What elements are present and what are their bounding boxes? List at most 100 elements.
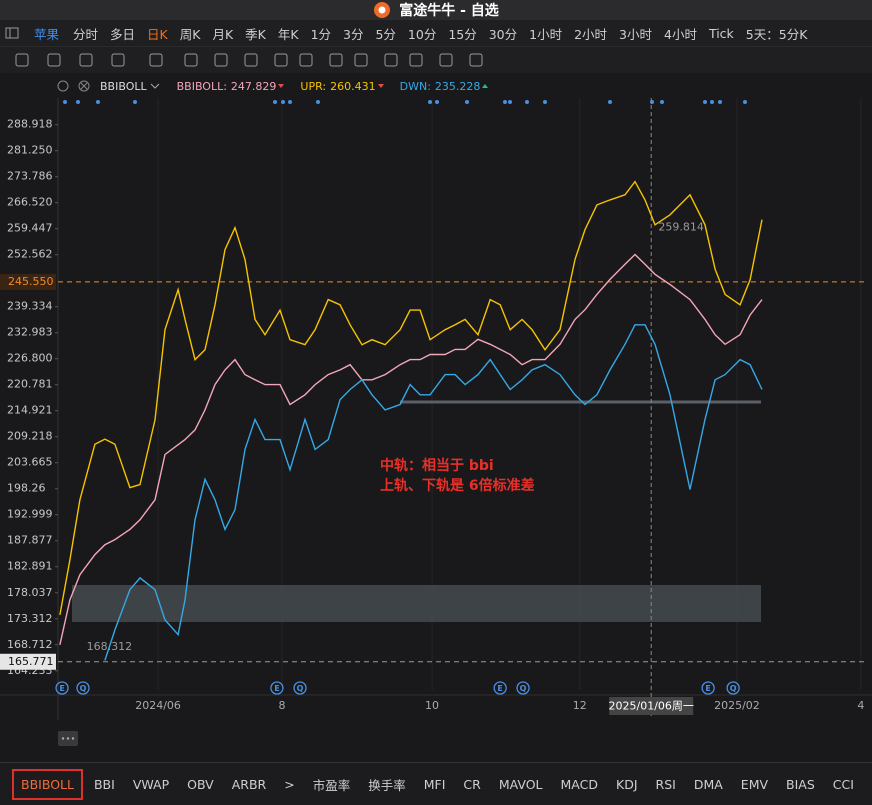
- indicator-tab[interactable]: CCI: [832, 777, 854, 792]
- drawing-toolbar: [0, 46, 872, 73]
- crosshair-label: 2025/01/06周一: [609, 700, 694, 713]
- indicator-tab[interactable]: DMI: [865, 771, 872, 798]
- period-tab[interactable]: 日K: [147, 26, 168, 42]
- period-toolbar: 苹果 分时 多日 日K 周K 月K 季K 年K 1分 3分 5分 10分 15分 30分 1小时 2小时 3小…: [0, 20, 872, 46]
- period-tab[interactable]: 年K: [277, 26, 299, 42]
- dropdown-caret[interactable]: [147, 81, 163, 91]
- event-marker: [76, 681, 90, 695]
- period-tab[interactable]: Tick: [708, 25, 734, 41]
- event-label: Q: [730, 684, 737, 693]
- period-tab[interactable]: 季K: [245, 26, 266, 42]
- drawn-box: [72, 585, 761, 622]
- period-tab[interactable]: 分时: [73, 26, 99, 42]
- sidebar-toggle[interactable]: [4, 26, 22, 40]
- more-dot: [71, 737, 75, 740]
- x-tick-label: 2025/02: [714, 699, 760, 712]
- tool-icon: [214, 53, 228, 67]
- y-tick-label: 182.891: [7, 560, 53, 573]
- band-line: [59, 180, 763, 616]
- event-label: E: [705, 684, 710, 693]
- tool-icon: [111, 53, 125, 67]
- period-tab[interactable]: 周K: [179, 26, 201, 42]
- event-marker: [270, 681, 284, 695]
- indicator-tab[interactable]: KDJ: [616, 777, 638, 792]
- y-tick-label: 209.218: [7, 430, 53, 443]
- event-label: E: [274, 684, 279, 693]
- legend-value: 247.829: [230, 79, 277, 93]
- legend-value: 260.431: [330, 79, 376, 93]
- symbol-tab[interactable]: 苹果: [34, 26, 60, 42]
- signal-dot: [465, 100, 469, 104]
- period-tab[interactable]: 2小时: [574, 26, 608, 42]
- x-tick-label: 12: [573, 699, 587, 712]
- tool-icons[interactable]: [0, 48, 500, 72]
- price-marker-bg: [0, 653, 56, 670]
- signal-dot: [273, 100, 277, 104]
- tool-icon: [47, 53, 61, 67]
- tool-icon: [184, 53, 198, 67]
- note: 中轨：相当于 bbi: [380, 457, 494, 474]
- indicator-tab[interactable]: DMA: [693, 777, 723, 792]
- indicator-tab[interactable]: VWAP: [132, 777, 170, 792]
- legend-icons[interactable]: [56, 78, 96, 94]
- indicator-tab[interactable]: RSI: [655, 777, 676, 792]
- y-tick-label: 214.921: [7, 404, 53, 417]
- period-tab[interactable]: 10分: [407, 26, 437, 42]
- tool-icon: [409, 53, 423, 67]
- signal-dot: [435, 100, 439, 104]
- y-tick-label: 198.26: [7, 482, 46, 495]
- extreme-label: 168.312: [87, 640, 132, 653]
- signal-dot: [718, 100, 722, 104]
- legend-label: DWN:: [399, 79, 431, 93]
- indicator-tab[interactable]: CR: [463, 777, 481, 792]
- signal-dot: [543, 100, 547, 104]
- indicator-tab[interactable]: 市盈率: [312, 778, 351, 793]
- tool-icon: [79, 53, 93, 67]
- y-tick-label: 252.562: [7, 248, 53, 261]
- price-marker-bg: [0, 273, 56, 290]
- period-tab[interactable]: 月K: [212, 26, 234, 42]
- indicator-tab[interactable]: EMV: [740, 777, 769, 792]
- signal-dot: [503, 100, 507, 104]
- indicator-tab[interactable]: MACD: [560, 777, 598, 792]
- period-tab[interactable]: 4小时: [664, 26, 697, 42]
- indicator-tab[interactable]: BIAS: [786, 777, 815, 792]
- period-tab[interactable]: 15分: [448, 26, 477, 42]
- signal-dot: [743, 100, 747, 104]
- period-tab[interactable]: 1分: [310, 26, 332, 42]
- period-tab[interactable]: 30分: [488, 26, 518, 42]
- note: 上轨、下轨是 6倍标准差: [380, 477, 535, 494]
- app-logo: [374, 2, 391, 18]
- period-tab[interactable]: 3小时: [619, 26, 652, 42]
- signal-dot: [710, 100, 714, 104]
- indicator-tab[interactable]: OBV: [187, 777, 214, 792]
- trend-arrow-shape: [377, 84, 384, 88]
- crosshair-label-bg: [609, 697, 694, 715]
- indicator-tab[interactable]: BBIBOLL: [12, 769, 83, 800]
- indicator-tab[interactable]: BBI: [93, 777, 115, 792]
- tool-icon: [274, 53, 288, 67]
- event-label: Q: [297, 684, 304, 693]
- indicator-tab[interactable]: >: [284, 777, 295, 792]
- period-tab[interactable]: 5分: [375, 26, 396, 42]
- indicator-name[interactable]: BBIBOLL: [100, 79, 147, 93]
- period-tab[interactable]: 5天：5分K: [745, 26, 808, 42]
- indicator-tab[interactable]: MFI: [423, 777, 446, 792]
- indicator-tab[interactable]: 换手率: [368, 778, 406, 793]
- y-tick-label: 203.665: [7, 456, 53, 469]
- x-tick-label: 2024/06: [135, 699, 181, 712]
- period-tab[interactable]: 1小时: [529, 26, 563, 42]
- event-marker: [701, 681, 715, 695]
- period-tab[interactable]: 多日: [110, 26, 136, 42]
- signal-dot: [96, 100, 100, 104]
- legend-label: UPR:: [300, 79, 327, 93]
- signal-dot: [133, 100, 137, 104]
- event-label: E: [59, 684, 64, 693]
- trend-arrow-shape: [278, 84, 285, 88]
- period-tab[interactable]: 3分: [343, 26, 364, 42]
- title-bar: 富途牛牛 - 自选: [0, 0, 872, 20]
- signal-dot: [63, 100, 67, 104]
- indicator-tab[interactable]: MAVOL: [498, 777, 543, 792]
- indicator-tab[interactable]: ARBR: [231, 777, 267, 792]
